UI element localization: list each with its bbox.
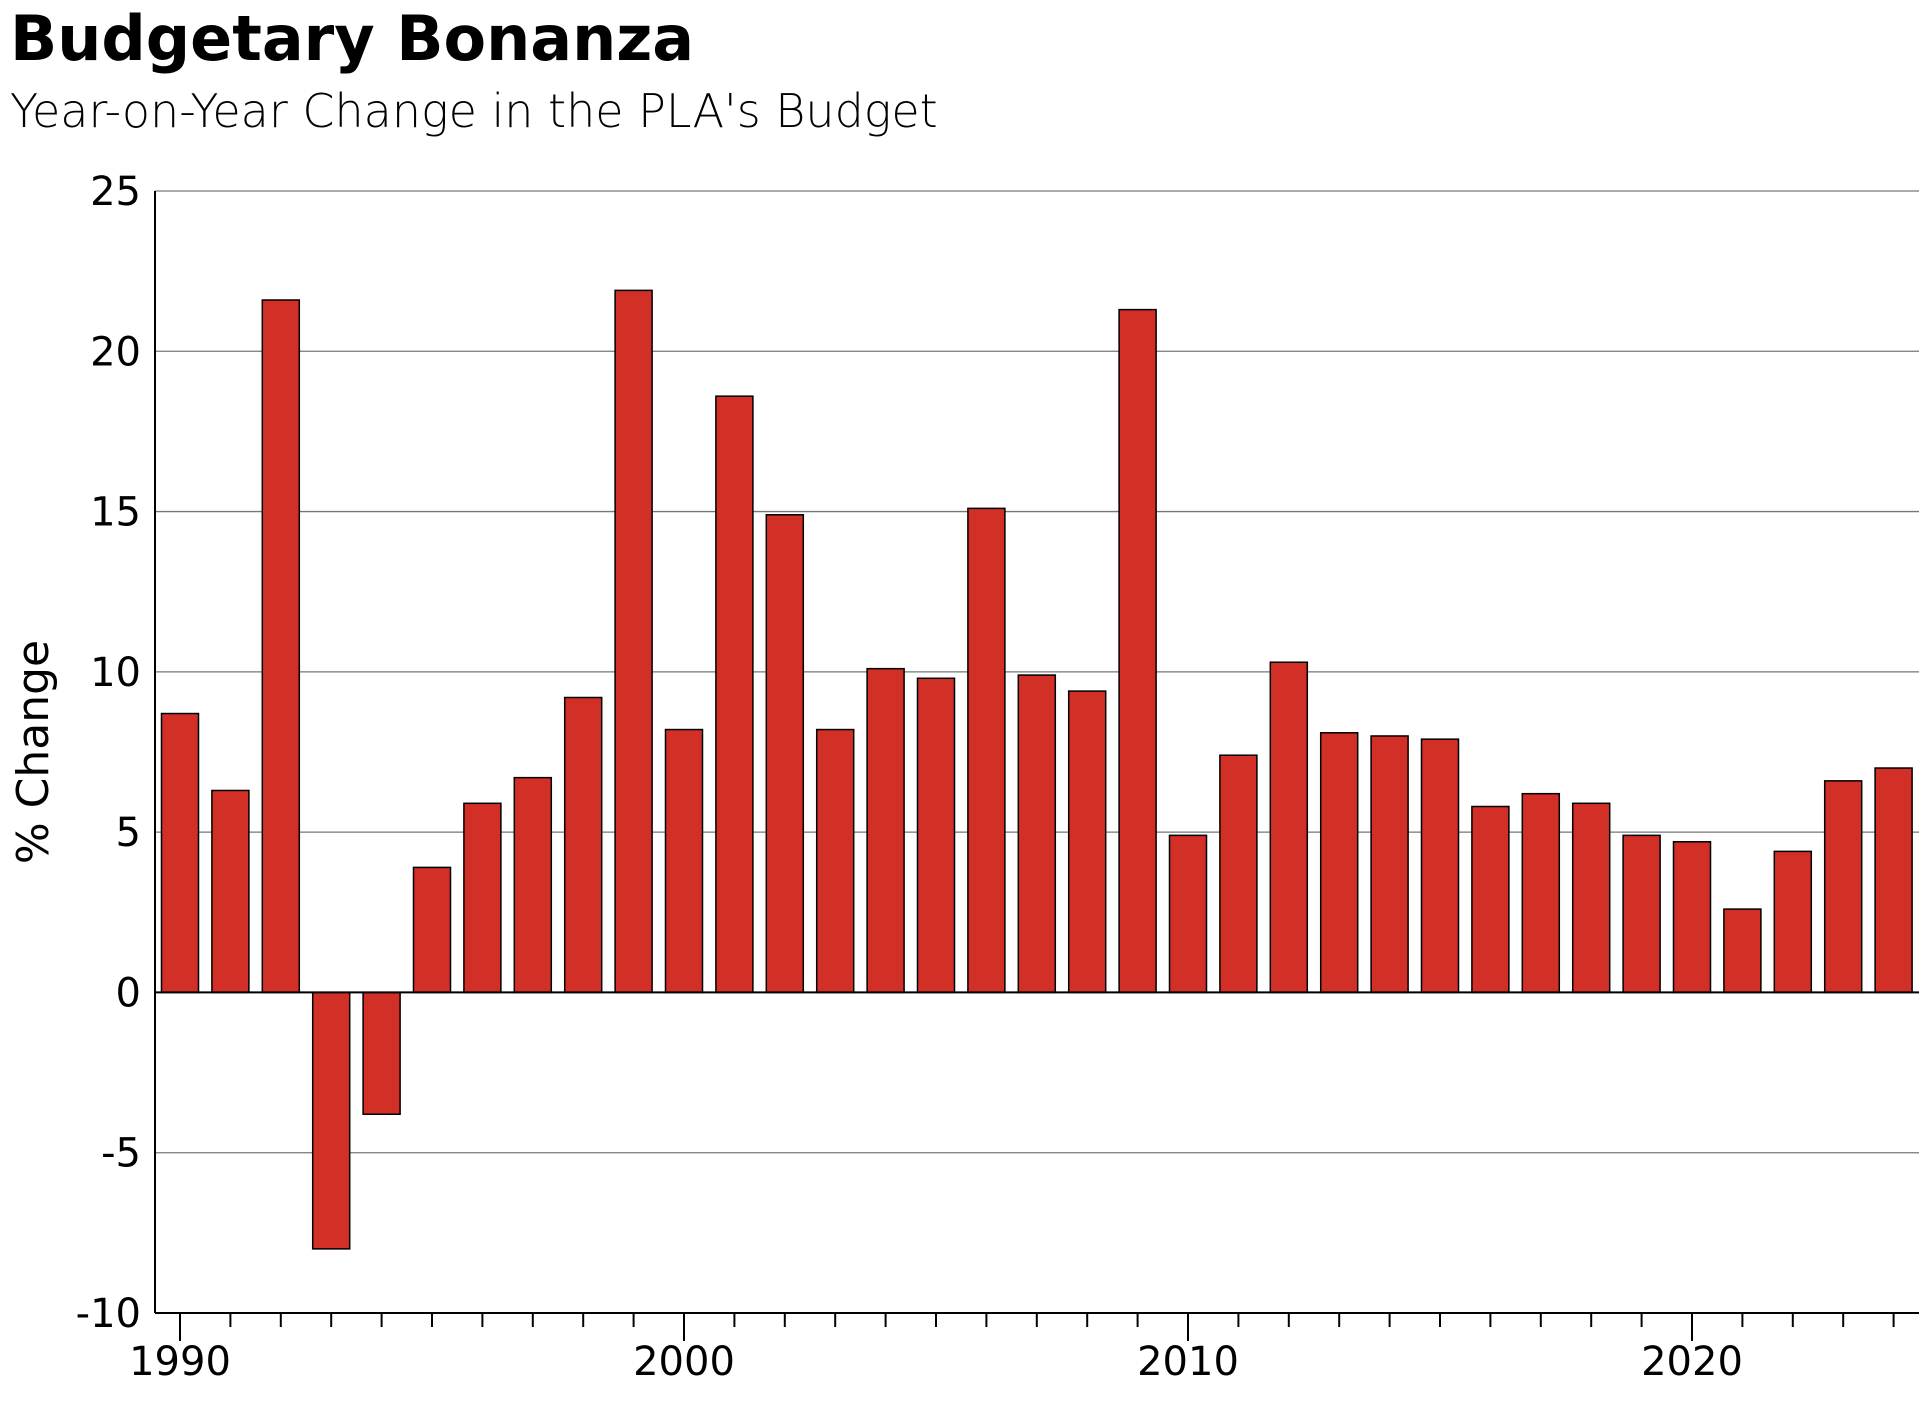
- bar-2016: [1471, 805, 1510, 994]
- bar-2013: [1319, 732, 1359, 994]
- x-tick-label: 1990: [129, 1339, 231, 1385]
- y-axis-label: % Change: [8, 640, 59, 864]
- bar-2017: [1521, 792, 1561, 994]
- bar-2018: [1571, 802, 1611, 994]
- y-tick-label: 0: [116, 970, 141, 1016]
- bar-2008: [1067, 690, 1107, 994]
- bar-2003: [815, 728, 855, 994]
- bar-2022: [1773, 850, 1813, 994]
- bar-1996: [463, 802, 502, 994]
- bar-1993: [311, 991, 351, 1250]
- bar-2014: [1370, 735, 1409, 994]
- bar-1991: [211, 789, 250, 994]
- y-tick-label: 25: [90, 169, 141, 215]
- y-tick-label: 5: [116, 810, 141, 856]
- x-tick-label: 2000: [633, 1339, 735, 1385]
- bar-2001: [715, 395, 754, 994]
- bar-1995: [412, 866, 452, 994]
- y-tick-label: -10: [76, 1291, 141, 1337]
- y-tick-label: 20: [90, 329, 141, 375]
- bar-1994: [362, 991, 401, 1115]
- bar-2009: [1118, 308, 1157, 994]
- bar-2019: [1622, 834, 1661, 994]
- y-tick-label: 15: [90, 490, 141, 536]
- bar-2023: [1823, 780, 1863, 994]
- bar-2010: [1168, 834, 1208, 994]
- bar-1992: [261, 299, 301, 994]
- bar-2012: [1269, 661, 1309, 994]
- bar-2011: [1219, 754, 1258, 994]
- y-tick-label: -5: [101, 1131, 141, 1177]
- chart-title: Budgetary Bonanza: [10, 2, 695, 75]
- bar-2004: [866, 667, 905, 994]
- bar-2015: [1420, 738, 1460, 994]
- x-tick-label: 2020: [1641, 1339, 1743, 1385]
- bar-2006: [967, 507, 1006, 994]
- bar-1997: [513, 776, 553, 994]
- bar-2005: [916, 677, 956, 994]
- bar-2002: [765, 514, 805, 994]
- bar-2020: [1672, 841, 1712, 994]
- bar-2021: [1723, 908, 1762, 994]
- bar-1990: [160, 712, 200, 994]
- bar-2007: [1017, 674, 1057, 994]
- bar-1998: [563, 696, 603, 994]
- bar-2000: [664, 728, 704, 994]
- x-tick-label: 2010: [1137, 1339, 1239, 1385]
- bar-1999: [614, 289, 653, 994]
- chart-subtitle: Year-on-Year Change in the PLA's Budget: [10, 84, 938, 138]
- y-tick-label: 10: [90, 650, 141, 696]
- bar-2024: [1874, 767, 1913, 994]
